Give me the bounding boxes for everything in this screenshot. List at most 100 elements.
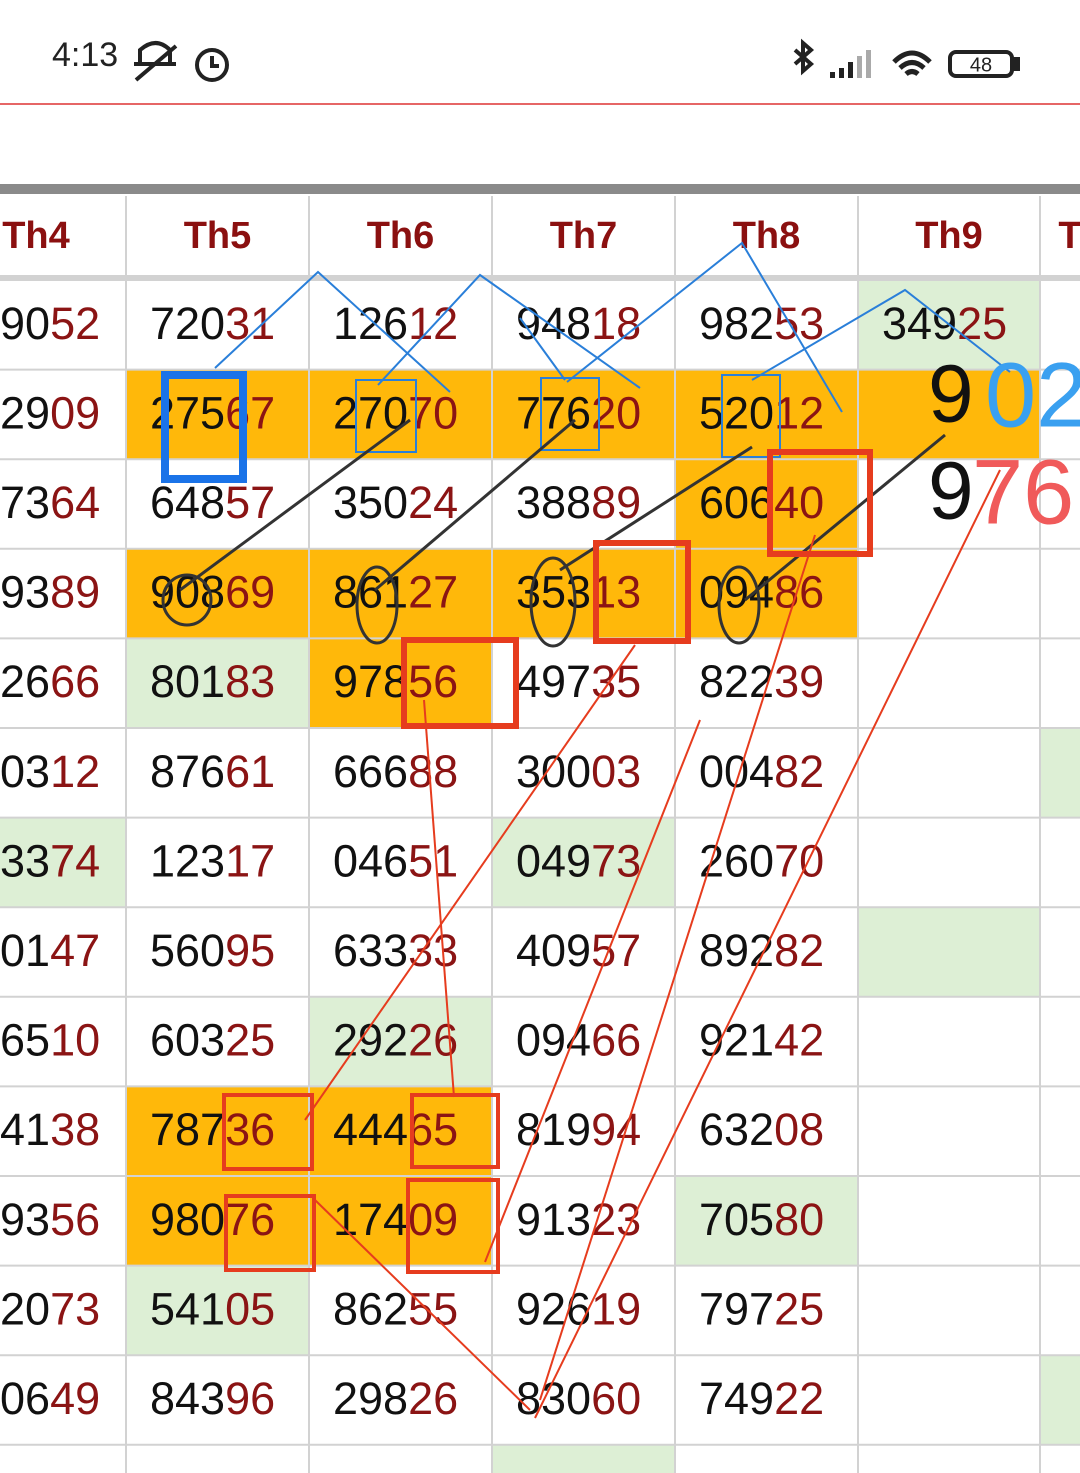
wifi (892, 50, 932, 77)
battery-level: 48 (970, 54, 992, 76)
cell-highlight (858, 369, 1040, 460)
cell-highlight (309, 1086, 492, 1176)
cell-number: 29226 (333, 1014, 458, 1065)
cell-highlight (309, 369, 492, 460)
cell-highlight (675, 548, 858, 639)
cell-number: 35313 (516, 566, 641, 617)
cell-number: 12612 (333, 298, 458, 349)
cell-number: 40957 (516, 925, 641, 976)
cell-number: 70580 (699, 1194, 824, 1245)
cell-number: 3374 (0, 835, 100, 886)
cell-number: 92142 (699, 1014, 824, 1065)
column-header: Th8 (733, 215, 801, 257)
cell-highlight (492, 548, 675, 639)
cell-number: 54105 (150, 1283, 275, 1334)
cell-number: 81994 (516, 1104, 641, 1155)
clock: 4:13 (52, 36, 118, 74)
cell-number: 60640 (699, 477, 824, 528)
column-header: Th5 (184, 215, 252, 257)
cell-highlight (858, 907, 1040, 997)
cell-number: 29826 (333, 1373, 458, 1424)
cell-highlight (675, 1176, 858, 1266)
cell-number: 2073 (0, 1283, 100, 1334)
cell-number: 97856 (333, 656, 458, 707)
cell-number: 82239 (699, 656, 824, 707)
cell-highlight (1040, 1355, 1080, 1445)
annotation-digits: 02 (985, 344, 1080, 446)
signal (830, 50, 871, 78)
cell-number: 38889 (516, 477, 641, 528)
cell-number: 79725 (699, 1283, 824, 1334)
cell-number: 09466 (516, 1014, 641, 1065)
cell-number: 87661 (150, 746, 275, 797)
column-header: Th6 (367, 215, 435, 257)
cell-number: 91323 (516, 1194, 641, 1245)
cell-number: 84396 (150, 1373, 275, 1424)
cell-number: 86255 (333, 1283, 458, 1334)
cell-highlight (309, 1176, 492, 1266)
cell-number: 49735 (516, 656, 641, 707)
column-header: Th9 (915, 215, 983, 257)
cell-highlight (126, 1176, 309, 1266)
cell-highlight (309, 548, 492, 639)
cell-number: 34925 (882, 298, 1007, 349)
cell-number: 90869 (150, 566, 275, 617)
cell-number: 52012 (699, 387, 824, 438)
annotation-digit: 9 (928, 349, 974, 440)
annotation-digits: 76 (972, 441, 1074, 543)
table-top-border (0, 184, 1080, 194)
cell-highlight (0, 817, 126, 908)
cell-number: 9389 (0, 566, 100, 617)
cell-number: 60325 (150, 1014, 275, 1065)
cell-number: 04973 (516, 835, 641, 886)
cell-number: 64857 (150, 477, 275, 528)
cell-highlight (126, 638, 309, 728)
cell-number: 94818 (516, 298, 641, 349)
cell-number: 74922 (699, 1373, 824, 1424)
cell-number: 0147 (0, 925, 100, 976)
cell-number: 09486 (699, 566, 824, 617)
cell-number: 98253 (699, 298, 824, 349)
cell-number: 35024 (333, 477, 458, 528)
cell-number: 30003 (516, 746, 641, 797)
cell-number: 2666 (0, 656, 100, 707)
cell-number: 9052 (0, 298, 100, 349)
cell-number: 12317 (150, 835, 275, 886)
column-header: Th4 (2, 215, 70, 257)
cell-number: 0312 (0, 746, 100, 797)
column-header: T (1058, 215, 1080, 257)
cell-highlight (126, 369, 309, 460)
annotation-digit: 9 (928, 446, 974, 537)
cell-highlight (675, 369, 858, 460)
cell-highlight (126, 1265, 309, 1356)
cell-number: 77620 (516, 387, 641, 438)
cell-number: 0649 (0, 1373, 100, 1424)
cell-number: 4138 (0, 1104, 100, 1155)
cell-number: 56095 (150, 925, 275, 976)
cell-highlight (492, 369, 675, 460)
cell-highlight (1040, 728, 1080, 818)
cell-number: 44465 (333, 1104, 458, 1155)
cell-highlight (492, 1444, 675, 1473)
cell-highlight (126, 1086, 309, 1176)
cell-highlight (309, 638, 492, 728)
cell-number: 72031 (150, 298, 275, 349)
cell-number: 98076 (150, 1194, 275, 1245)
status-icons (134, 38, 1020, 82)
cell-number: 6510 (0, 1014, 100, 1065)
column-header: Th7 (550, 215, 618, 257)
cell-number: 00482 (699, 746, 824, 797)
cell-number: 2909 (0, 387, 100, 438)
cell-number: 89282 (699, 925, 824, 976)
status-bar (0, 0, 1080, 103)
cell-number: 17409 (333, 1194, 458, 1245)
cell-number: 63208 (699, 1104, 824, 1155)
cell-number: 9356 (0, 1194, 100, 1245)
cell-number: 7364 (0, 477, 100, 528)
cell-number: 63333 (333, 925, 458, 976)
cell-number: 80183 (150, 656, 275, 707)
cell-number: 04651 (333, 835, 458, 886)
